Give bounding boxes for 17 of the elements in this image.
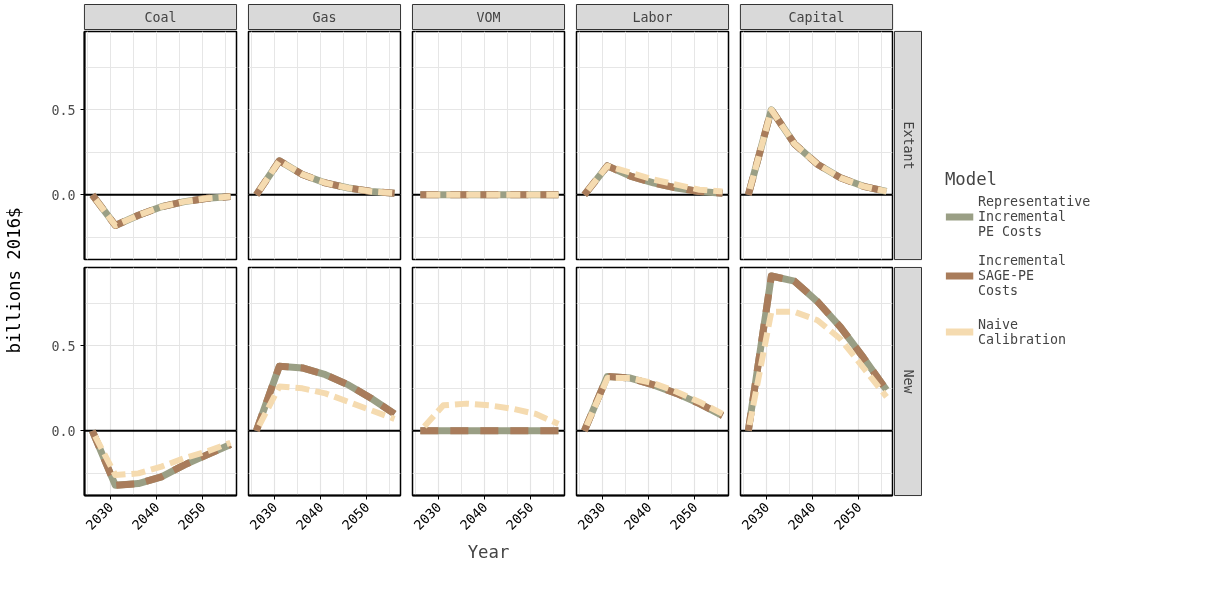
- legend-label: Representative Incremental PE Costs: [977, 193, 1091, 239]
- y-tick-label: 0.5: [51, 338, 76, 354]
- text: New: [900, 369, 916, 395]
- chart-title: VOM: [476, 9, 501, 25]
- chart-title: Gas: [312, 9, 337, 25]
- legend-label: Naive Calibration: [977, 315, 1067, 349]
- y-tick-label: 0.0: [51, 423, 76, 439]
- chart-title: Capital: [788, 9, 845, 25]
- legend-title: Model: [944, 168, 999, 189]
- chart-title: Coal: [144, 9, 177, 25]
- legend-label: Incremental SAGE-PE Costs: [977, 252, 1067, 298]
- chart-title: Labor: [632, 9, 673, 25]
- text: Extant: [900, 121, 916, 170]
- y-tick-label: 0.0: [51, 187, 76, 203]
- x-axis-title: Year: [467, 542, 510, 563]
- y-tick-label: 0.5: [51, 102, 76, 118]
- y-axis-title: billions 2016$: [3, 207, 24, 354]
